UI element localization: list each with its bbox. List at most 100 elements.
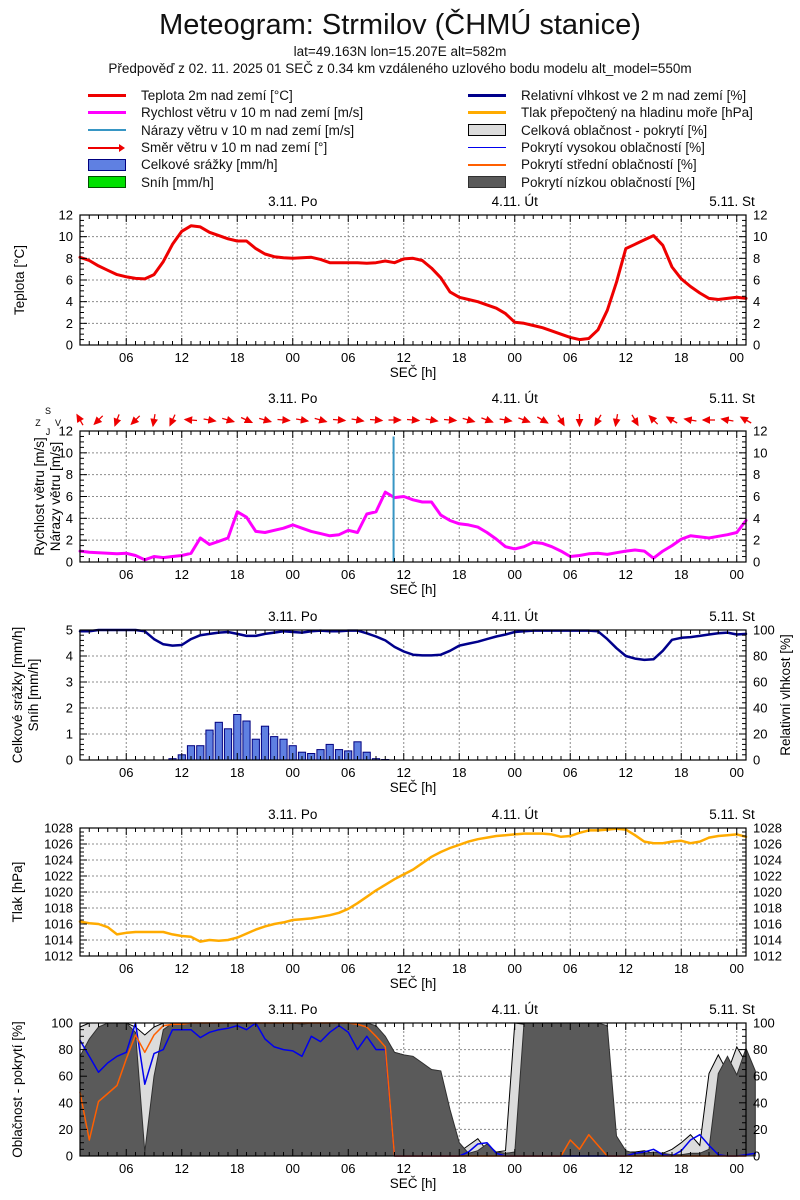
svg-text:6: 6: [66, 489, 73, 504]
legend-label: Celková oblačnost - pokrytí [%]: [521, 122, 708, 138]
y-tick-labels: 1012101410161018102010221024102610281012…: [44, 821, 782, 964]
svg-text:1014: 1014: [753, 933, 782, 948]
date-labels: 3.11. Po 4.11. Út 5.11. St: [268, 609, 755, 624]
svg-text:5.11. St: 5.11. St: [709, 194, 755, 209]
wind-direction-arrows: [76, 413, 752, 428]
svg-text:4.11. Út: 4.11. Út: [492, 807, 539, 822]
svg-text:12: 12: [175, 350, 189, 365]
grid: [80, 431, 746, 562]
date-labels: 3.11. Po 4.11. Út 5.11. St: [268, 391, 755, 406]
svg-text:V: V: [55, 418, 61, 428]
svg-text:18: 18: [452, 961, 466, 976]
page-title: Meteogram: Strmilov (ČHMÚ stanice): [159, 9, 641, 41]
svg-text:1026: 1026: [753, 837, 782, 852]
axis-ticks: [80, 828, 746, 956]
svg-text:00: 00: [508, 350, 522, 365]
svg-text:12: 12: [619, 567, 633, 582]
legend-item-high-cloud: Pokrytí vysokou oblačností [%]: [468, 139, 753, 156]
svg-text:6: 6: [66, 273, 73, 288]
y-axis-label: Oblačnost - pokrytí [%]: [10, 1021, 25, 1158]
svg-text:12: 12: [619, 1161, 633, 1176]
svg-text:1028: 1028: [753, 821, 782, 836]
svg-text:3.11. Po: 3.11. Po: [268, 807, 317, 822]
legend-item-wind-direction: Směr větru v 10 m nad zemí [°]: [88, 139, 363, 156]
y2-axis-label: Relativní vlhkost [%]: [778, 634, 793, 756]
svg-text:3: 3: [66, 675, 73, 690]
svg-text:12: 12: [397, 1161, 411, 1176]
svg-text:1024: 1024: [753, 853, 782, 868]
svg-text:06: 06: [563, 1161, 577, 1176]
svg-text:3.11. Po: 3.11. Po: [268, 1002, 317, 1017]
svg-text:4.11. Út: 4.11. Út: [492, 194, 539, 209]
svg-text:12: 12: [619, 961, 633, 976]
svg-text:06: 06: [563, 567, 577, 582]
svg-text:00: 00: [286, 567, 300, 582]
legend-label: Nárazy větru v 10 m nad zemí [m/s]: [141, 122, 355, 138]
svg-text:00: 00: [730, 765, 744, 780]
x-axis-label: SEČ [h]: [390, 976, 437, 991]
svg-text:0: 0: [66, 1149, 73, 1164]
svg-text:0: 0: [753, 753, 760, 768]
svg-text:20: 20: [753, 1122, 767, 1137]
legend-item-mid-cloud: Pokrytí střední oblačností [%]: [468, 156, 753, 173]
svg-text:1012: 1012: [753, 949, 782, 964]
y-tick-labels: 0 2 4 6 8 10 12 0 2 4 6 8 10 12: [59, 424, 768, 570]
svg-text:06: 06: [563, 350, 577, 365]
svg-text:12: 12: [397, 567, 411, 582]
y-tick-labels: 0 2 4 6 8 10 12 0 2 4 6 8 10 12: [59, 208, 768, 353]
svg-text:6: 6: [753, 489, 760, 504]
compass-rose: S JZ V: [35, 406, 61, 437]
legend-item-temperature: Teplota 2m nad zemí [°C]: [88, 87, 363, 104]
wind-speed-line-swatch: [88, 111, 128, 115]
svg-text:1028: 1028: [44, 821, 73, 836]
svg-text:Z: Z: [35, 418, 41, 428]
plot-border: [79, 629, 747, 761]
total-cloud-box-swatch: [468, 124, 508, 137]
svg-text:40: 40: [753, 1095, 767, 1110]
svg-text:3.11. Po: 3.11. Po: [268, 194, 317, 209]
svg-text:12: 12: [59, 424, 73, 439]
svg-text:1020: 1020: [753, 885, 782, 900]
svg-text:4.11. Út: 4.11. Út: [492, 391, 539, 406]
series-celkove-srazky: [168, 714, 390, 761]
svg-text:60: 60: [753, 675, 767, 690]
legend-label: Pokrytí vysokou oblačností [%]: [521, 140, 705, 156]
x-tick-labels: 06 12 18 00 06 12 18 00 06 12 18 00: [119, 1161, 744, 1176]
svg-text:06: 06: [119, 961, 133, 976]
svg-text:18: 18: [674, 567, 688, 582]
legend-item-wind-speed: Rychlost větru v 10 m nad zemí [m/s]: [88, 104, 363, 121]
svg-text:5.11. St: 5.11. St: [709, 1002, 755, 1017]
svg-text:20: 20: [59, 1122, 73, 1137]
svg-text:10: 10: [59, 229, 73, 244]
svg-text:18: 18: [230, 567, 244, 582]
mid-cloud-line-swatch: [468, 164, 508, 166]
svg-text:18: 18: [452, 567, 466, 582]
y-axis-label: Nárazy větru [m/s]: [48, 442, 63, 552]
x-axis-label: SEČ [h]: [390, 1176, 437, 1191]
svg-text:10: 10: [59, 445, 73, 460]
legend-label: Sníh [mm/h]: [141, 174, 214, 190]
svg-text:100: 100: [753, 1016, 775, 1031]
svg-text:00: 00: [508, 765, 522, 780]
svg-text:3.11. Po: 3.11. Po: [268, 391, 317, 406]
legend-label: Celkové srážky [mm/h]: [141, 157, 278, 173]
svg-text:J: J: [46, 427, 51, 437]
svg-text:5.11. St: 5.11. St: [709, 807, 755, 822]
x-tick-labels: 06 12 18 00 06 12 18 00 06 12 18 00: [119, 765, 744, 780]
precipitation-box-swatch: [88, 158, 128, 171]
svg-text:0: 0: [753, 555, 760, 570]
svg-text:06: 06: [119, 1161, 133, 1176]
svg-text:5.11. St: 5.11. St: [709, 391, 755, 406]
legend-item-humidity: Relativní vlhkost ve 2 m nad zemí [%]: [468, 87, 753, 104]
header: Meteogram: Strmilov (ČHMÚ stanice) lat=4…: [0, 0, 800, 76]
svg-text:12: 12: [397, 961, 411, 976]
high-cloud-line-swatch: [468, 146, 508, 149]
legend-label: Rychlost větru v 10 m nad zemí [m/s]: [141, 105, 364, 121]
svg-text:12: 12: [619, 350, 633, 365]
svg-text:1012: 1012: [44, 949, 73, 964]
svg-text:06: 06: [341, 567, 355, 582]
date-labels: 3.11. Po 4.11. Út 5.11. St: [268, 807, 755, 822]
legend-item-low-cloud: Pokrytí nízkou oblačností [%]: [468, 173, 753, 190]
